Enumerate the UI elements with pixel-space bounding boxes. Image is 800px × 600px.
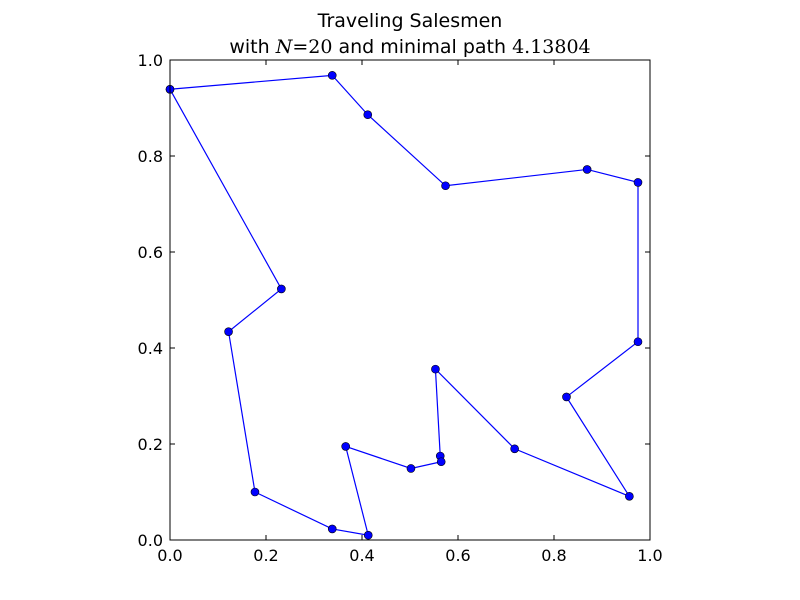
title-n-variable: N xyxy=(275,36,294,58)
axes-frame xyxy=(169,59,651,541)
city-point xyxy=(633,178,643,187)
y-tick-label: 0.8 xyxy=(138,147,163,166)
city-point xyxy=(633,337,643,347)
x-tick-label: 0.6 xyxy=(445,546,470,565)
y-tick-label: 0.4 xyxy=(138,339,163,358)
city-point xyxy=(224,327,233,336)
title-mid: and minimal path xyxy=(332,36,512,58)
tour-path-line xyxy=(169,74,639,536)
city-point xyxy=(363,530,373,540)
chart-title-line2: with N=20 and minimal path 4.13804 xyxy=(229,36,590,58)
title-prefix: with xyxy=(229,36,275,58)
y-tick-label: 0.6 xyxy=(138,243,163,262)
city-point xyxy=(510,444,519,454)
y-tick-label: 0.2 xyxy=(138,435,163,454)
title-path-length: 4.13804 xyxy=(512,36,591,58)
title-n-value: 20 xyxy=(308,36,332,58)
city-point xyxy=(562,392,571,402)
city-point xyxy=(327,71,337,80)
city-point xyxy=(625,492,634,501)
x-tick-label: 0.4 xyxy=(349,546,374,565)
x-tick-label: 0.2 xyxy=(253,546,278,565)
chart-title-line1: Traveling Salesmen xyxy=(317,10,503,32)
x-tick-label: 1.0 xyxy=(637,546,662,565)
axis-ticks: 0.0 0.2 0.4 0.6 0.8 1.0 0.0 0.2 0.4 0.6 0.8 1.0 xyxy=(138,51,663,565)
x-tick-label: 0.0 xyxy=(157,546,182,565)
city-point xyxy=(441,181,450,191)
city-point xyxy=(327,524,337,534)
city-point xyxy=(341,442,350,451)
y-tick-label: 0.0 xyxy=(138,531,163,550)
city-point xyxy=(277,284,286,294)
city-point xyxy=(582,165,592,174)
city-point xyxy=(436,457,446,467)
city-point xyxy=(250,487,260,497)
x-tick-label: 0.8 xyxy=(541,546,566,565)
title-equals: = xyxy=(292,36,308,58)
y-tick-label: 1.0 xyxy=(138,51,163,70)
city-point xyxy=(406,464,416,473)
city-point xyxy=(431,364,440,374)
plot-area xyxy=(165,71,643,540)
city-point xyxy=(363,110,373,120)
